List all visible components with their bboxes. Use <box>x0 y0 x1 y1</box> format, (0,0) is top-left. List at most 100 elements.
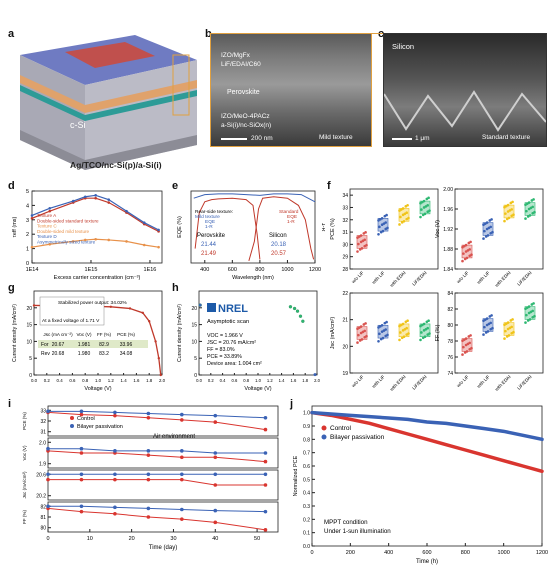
plot-frame <box>349 188 439 270</box>
data-point <box>483 325 486 329</box>
legend-entry: Texture A <box>37 213 57 218</box>
table-value: 20.57 <box>271 251 287 257</box>
data-point <box>180 517 184 521</box>
plot-frame <box>47 469 279 501</box>
data-point <box>263 528 268 532</box>
data-point <box>48 209 52 213</box>
plot-frame <box>454 292 544 374</box>
chart-h: 0.0 0.2 0.4 0.6 0.8 1.0 1.2 1.4 1.6 1.8 2.0 0 5 10 15 2… <box>177 290 321 392</box>
device-schematic: c-Si Ag/TCO/nc-Si(p)/a-Si(i) <box>20 35 197 170</box>
data-point <box>125 240 128 243</box>
data-point <box>359 331 363 335</box>
plot-frame <box>190 190 316 264</box>
y-axis-label: Current density (mA/cm²) <box>12 304 18 362</box>
y-axis-label: EQE (%) <box>177 216 183 238</box>
y-tick-label: 1.0 <box>303 411 310 417</box>
y-tick-label: 1.92 <box>443 227 453 233</box>
data-point <box>482 319 485 323</box>
data-point <box>263 472 268 477</box>
data-point <box>180 455 184 460</box>
data-point <box>213 483 218 487</box>
y-tick-label: 0.3 <box>303 504 310 510</box>
logo-text: NREL <box>218 303 248 315</box>
y-tick-label: 20.6 <box>36 472 46 478</box>
data-point <box>363 244 366 248</box>
data-point <box>83 238 87 242</box>
y-axis-label: τeff (ms) <box>12 216 18 237</box>
y-tick-label: 10 <box>191 339 197 345</box>
data-point <box>482 223 485 227</box>
data-point <box>113 505 117 510</box>
top-contact <box>65 42 155 68</box>
data-point <box>506 210 510 213</box>
data-point <box>71 240 75 243</box>
data-point <box>378 225 381 229</box>
y-tick-label: 31 <box>342 230 348 236</box>
data-point <box>384 334 387 338</box>
category-label: w/o LiF <box>456 270 470 284</box>
layer4-label: IZO/MeO-4PACz <box>221 113 270 120</box>
data-point <box>419 215 422 219</box>
pyramid-texture <box>384 90 546 132</box>
series-line <box>310 410 544 442</box>
data-point <box>146 449 151 453</box>
data-point <box>503 337 506 340</box>
param-line: Device area: 1.004 cm² <box>207 361 262 367</box>
y-tick-label: 22 <box>342 291 348 297</box>
legend-entry: Asymmetrically sized texture <box>37 240 96 245</box>
data-point <box>157 357 160 360</box>
data-point <box>48 242 52 246</box>
x-tick-label: 0.4 <box>57 378 64 383</box>
table-header: FF (%) <box>97 332 112 337</box>
y-tick-label: 15 <box>191 323 197 329</box>
y-axis-label: Jsc (mA/cm²) <box>22 471 27 499</box>
y-axis-label-right: 1-R <box>320 223 325 232</box>
data-point <box>83 195 87 199</box>
legend-left-item: EQE <box>205 219 215 225</box>
data-point <box>489 231 492 235</box>
data-point <box>263 483 268 487</box>
sem-cross-section: IZO/MgFx LiF/EDAI/C60 Perovskite IZO/MeO… <box>210 33 372 147</box>
legend-entry: Double-sided mild texture <box>37 229 90 234</box>
data-point <box>213 472 218 477</box>
scale-bar <box>221 138 247 140</box>
data-point <box>213 420 218 424</box>
data-point <box>531 315 534 319</box>
inset-subtitle: At a fixed voltage of 1.71 V <box>42 318 100 324</box>
x-tick-label: 50 <box>254 536 260 542</box>
data-point <box>503 219 506 223</box>
connector <box>370 33 383 34</box>
series-line <box>193 193 316 203</box>
x-tick-label: 1200 <box>309 267 321 273</box>
legend-control: Control <box>77 416 95 422</box>
x-tick-label: 1.0 <box>95 378 102 383</box>
csi-label: c-Si <box>70 120 86 130</box>
data-point <box>420 331 423 334</box>
data-point <box>358 339 362 342</box>
data-point <box>213 451 218 455</box>
y-tick-label: 33 <box>40 408 46 414</box>
layer2-label: LiF/EDAI/C60 <box>221 61 261 68</box>
data-point <box>461 339 464 343</box>
data-point <box>213 520 218 525</box>
data-point <box>419 338 422 342</box>
data-point <box>526 319 530 322</box>
panel-label-b: b <box>205 28 212 40</box>
y-tick-label: 5 <box>29 356 32 362</box>
inset-title: Stabilized power output: 34.02% <box>58 300 128 306</box>
y-tick-label: 20 <box>342 344 348 350</box>
y-tick-label: 20 <box>191 306 197 312</box>
layer1-label: IZO/MgFx <box>221 52 250 59</box>
data-point <box>356 341 359 344</box>
data-point <box>503 205 506 209</box>
category-label: with EDAI <box>494 374 512 392</box>
x-tick-label: 0.4 <box>220 378 226 383</box>
data-point <box>198 303 202 307</box>
data-point <box>485 227 489 231</box>
data-point <box>462 345 465 349</box>
sem-silicon: Silicon Standard texture 1 μm <box>383 33 547 147</box>
y-tick-label: 10 <box>26 339 32 345</box>
x-tick-label: 0.6 <box>231 378 237 383</box>
data-point <box>464 250 468 253</box>
